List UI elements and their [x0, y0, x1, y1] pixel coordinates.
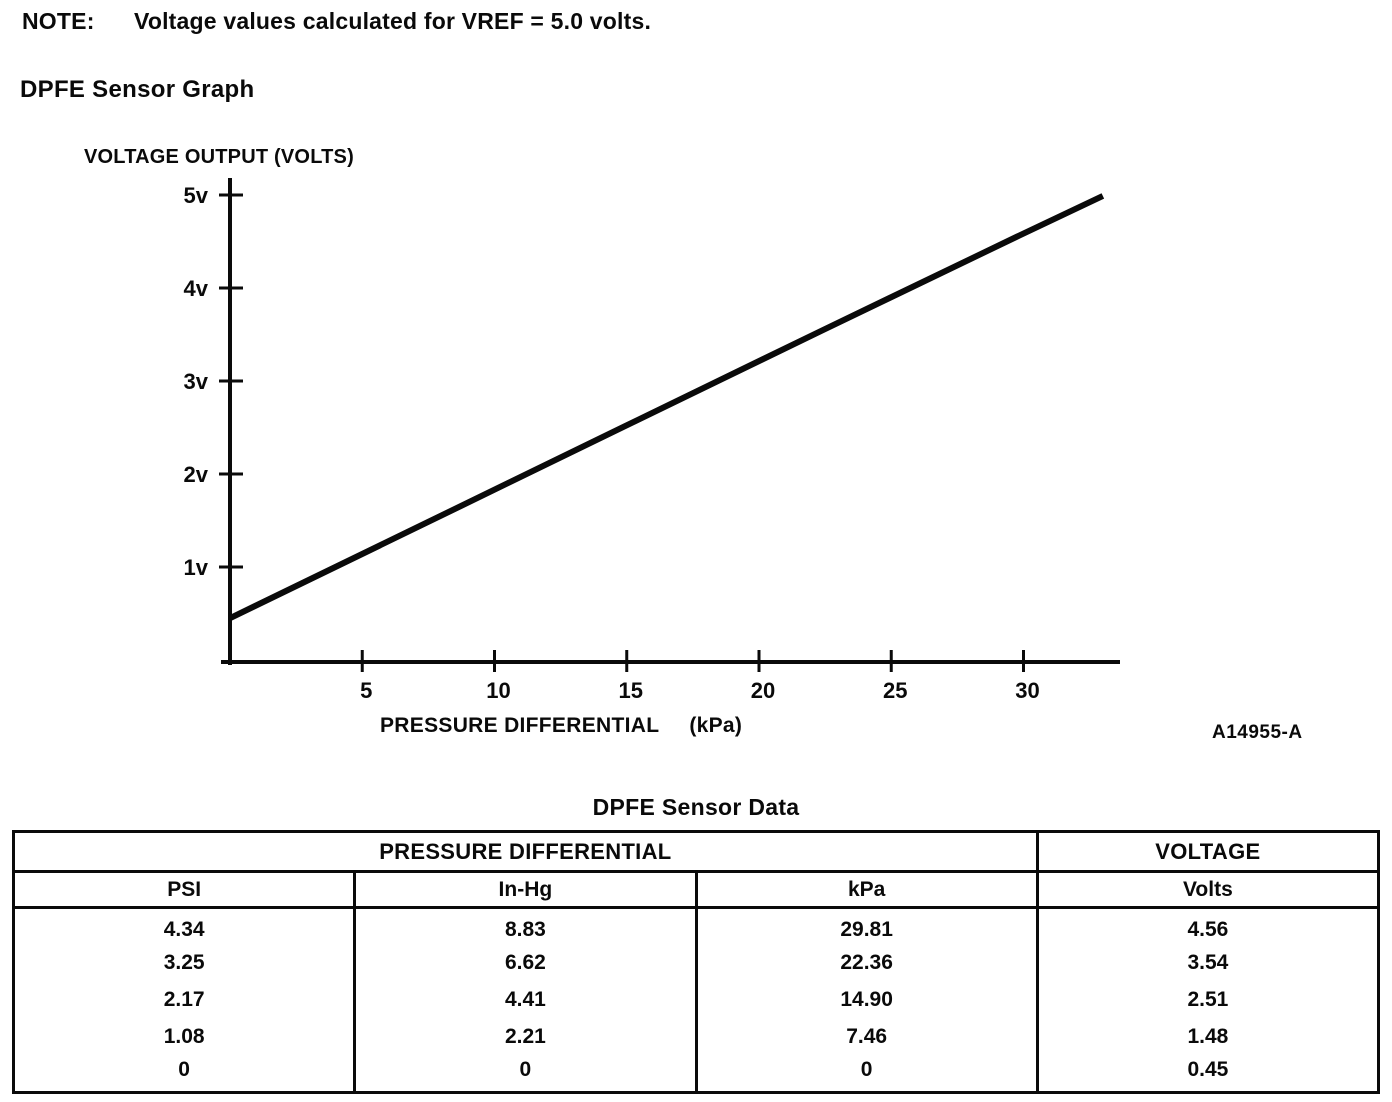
- cell-volts: 4.56: [1035, 907, 1381, 945]
- y-tick-label: 4v: [184, 276, 209, 301]
- x-axis-title: PRESSURE DIFFERENTIAL (kPa): [380, 714, 742, 738]
- cell-psi: 0: [11, 1055, 357, 1093]
- cell-psi: 3.25: [11, 944, 357, 982]
- column-header-volts: Volts: [1035, 870, 1381, 909]
- column-header-kpa: kPa: [694, 870, 1039, 909]
- graph-heading: DPFE Sensor Graph: [20, 76, 255, 103]
- cell-psi: 4.34: [11, 907, 357, 945]
- cell-inhg: 2.21: [353, 1018, 698, 1056]
- note-text: Voltage values calculated for VREF = 5.0…: [134, 8, 652, 34]
- x-axis-unit: (kPa): [689, 714, 743, 737]
- cell-inhg: 6.62: [353, 944, 698, 982]
- x-tick-label: 25: [883, 678, 907, 703]
- x-tick-label: 20: [751, 678, 775, 703]
- cell-inhg: 8.83: [353, 907, 698, 945]
- group-header-pressure-differential: PRESSURE DIFFERENTIAL: [12, 830, 1039, 873]
- cell-volts: 3.54: [1035, 944, 1381, 982]
- figure-code: A14955-A: [1212, 722, 1303, 743]
- group-header-voltage: VOLTAGE: [1035, 830, 1381, 873]
- sensor-data-table: PRESSURE DIFFERENTIAL VOLTAGE PSI In-Hg …: [11, 830, 1381, 1094]
- dpfe-sensor-chart: 1v 2v 3v 4v 5v 5 10 15 20 25 30: [184, 178, 1120, 703]
- table-row: 3.25 6.62 22.36 3.54: [11, 944, 1381, 982]
- table-row: 2.17 4.41 14.90 2.51: [11, 981, 1381, 1019]
- cell-kpa: 29.81: [694, 907, 1039, 945]
- sensor-table-container: PRESSURE DIFFERENTIAL VOLTAGE PSI In-Hg …: [11, 830, 1381, 1094]
- note-line: NOTE: Voltage values calculated for VREF…: [22, 8, 651, 35]
- column-header-psi: PSI: [11, 870, 357, 909]
- x-tick-label: 5: [360, 678, 372, 703]
- sensor-output-line: [228, 193, 1105, 621]
- cell-kpa: 22.36: [694, 944, 1039, 982]
- cell-volts: 2.51: [1035, 981, 1381, 1019]
- y-tick-label: 2v: [184, 462, 209, 487]
- cell-kpa: 0: [694, 1055, 1039, 1093]
- cell-kpa: 14.90: [694, 981, 1039, 1019]
- cell-inhg: 0: [353, 1055, 698, 1093]
- y-tick-label: 3v: [184, 369, 209, 394]
- table-row: 0 0 0 0.45: [11, 1055, 1381, 1093]
- table-title: DPFE Sensor Data: [592, 794, 800, 820]
- cell-inhg: 4.41: [353, 981, 698, 1019]
- y-tick-label: 1v: [184, 555, 209, 580]
- cell-psi: 2.17: [11, 981, 357, 1019]
- cell-psi: 1.08: [11, 1018, 357, 1056]
- table-row: 4.34 8.83 29.81 4.56: [11, 907, 1381, 945]
- x-tick-label: 15: [619, 678, 643, 703]
- cell-kpa: 7.46: [694, 1018, 1039, 1056]
- table-group-header-row: PRESSURE DIFFERENTIAL VOLTAGE: [12, 830, 1381, 873]
- column-header-inhg: In-Hg: [353, 870, 698, 909]
- note-label: NOTE:: [22, 8, 95, 34]
- x-tick-label: 30: [1015, 678, 1039, 703]
- y-tick-label: 5v: [184, 183, 209, 208]
- table-body: 4.34 8.83 29.81 4.56 3.25 6.62 22.36 3.5…: [11, 907, 1381, 1093]
- table-column-header-row: PSI In-Hg kPa Volts: [11, 870, 1381, 909]
- cell-volts: 1.48: [1035, 1018, 1381, 1056]
- x-tick-label: 10: [486, 678, 510, 703]
- table-row: 1.08 2.21 7.46 1.48: [11, 1018, 1381, 1056]
- x-axis-title-text: PRESSURE DIFFERENTIAL: [380, 714, 660, 737]
- cell-volts: 0.45: [1035, 1055, 1381, 1093]
- y-axis-title: VOLTAGE OUTPUT (VOLTS): [84, 146, 354, 168]
